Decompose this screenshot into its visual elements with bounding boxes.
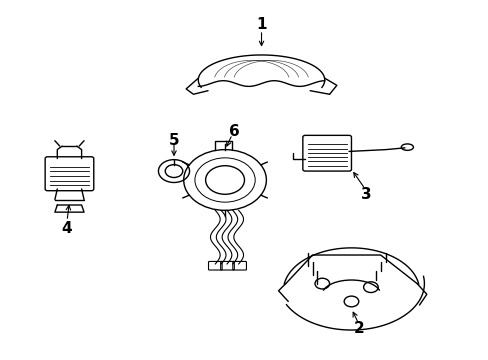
Text: 2: 2 (353, 321, 364, 336)
Text: 4: 4 (61, 221, 72, 236)
Text: 1: 1 (256, 17, 266, 32)
Text: 6: 6 (229, 124, 240, 139)
Text: 3: 3 (360, 187, 370, 202)
Text: 5: 5 (168, 133, 179, 148)
